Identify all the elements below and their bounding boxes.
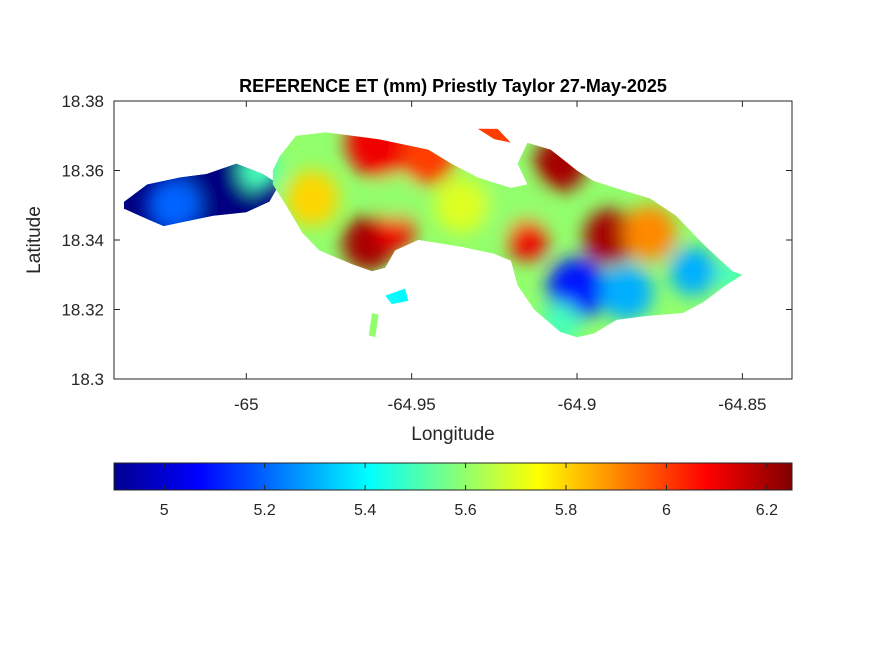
x-tick-label: -65 <box>234 395 259 414</box>
x-tick-label: -64.9 <box>558 395 597 414</box>
hotspot-1 <box>147 177 200 234</box>
colorbar-tick-label: 5.8 <box>555 502 577 519</box>
colorbar-ticks: 5 5.2 5.4 5.6 5.8 6 6.2 <box>160 463 778 519</box>
y-axis: 18.3 18.32 18.34 18.36 18.38 <box>61 92 792 389</box>
hotspot-7 <box>375 208 415 251</box>
hotspot-8 <box>375 177 415 220</box>
hotspot-14 <box>623 205 677 261</box>
y-tick-label: 18.36 <box>61 162 104 181</box>
y-tick-label: 18.34 <box>61 231 104 250</box>
hotspot-13 <box>583 208 637 265</box>
hotspot-18 <box>669 246 716 296</box>
y-tick-label: 18.38 <box>61 92 104 111</box>
hotspot-3 <box>285 170 339 227</box>
colorbar-tick-label: 5.2 <box>254 502 276 519</box>
x-tick-label: -64.85 <box>718 395 766 414</box>
x-tick-label: -64.95 <box>388 395 436 414</box>
y-axis-label: Latitude <box>24 206 45 274</box>
heatmap-field <box>123 128 743 338</box>
colorbar-tick-label: 6 <box>662 502 671 519</box>
chart-title: REFERENCE ET (mm) Priestly Taylor 27-May… <box>239 76 667 96</box>
x-axis: -65 -64.95 -64.9 -64.85 <box>234 101 766 414</box>
colorbar-tick-label: 6.2 <box>756 502 778 519</box>
colorbar-tick-label: 5 <box>160 502 169 519</box>
colorbar <box>113 462 793 491</box>
land-fill <box>123 128 743 338</box>
colorbar-tick-label: 5.4 <box>354 502 376 519</box>
hotspot-16 <box>600 264 654 320</box>
hotspot-4 <box>345 128 412 178</box>
y-tick-label: 18.32 <box>61 301 104 320</box>
y-tick-label: 18.3 <box>71 370 104 389</box>
hotspot-9 <box>434 177 488 234</box>
hotspot-12 <box>507 219 548 261</box>
colorbar-tick-label: 5.6 <box>454 502 476 519</box>
x-axis-label: Longitude <box>411 424 494 445</box>
